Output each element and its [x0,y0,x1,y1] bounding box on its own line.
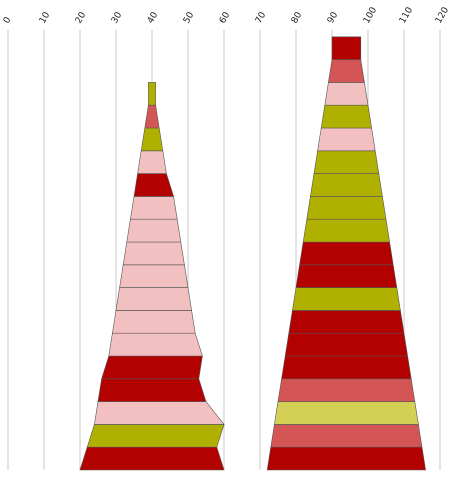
x-tick-label: 80 [290,10,305,25]
pyramid-stacks [79,36,426,471]
stack-2-segment-8 [292,287,401,311]
stack-2-segment-7 [288,310,405,334]
stack-2-segment-13 [310,173,383,197]
stack-1-segment-6 [108,332,203,357]
stack-1-segment-11 [126,218,182,243]
x-tick-label: 100 [362,5,379,25]
stack-1-segment-16 [144,104,160,129]
stack-2-segment-10 [299,241,394,266]
stack-2-segment-16 [320,104,372,129]
stack-1-segment-12 [130,196,178,220]
stack-2-segment-12 [306,196,387,220]
stack-2-segment-15 [317,127,376,152]
stack-1-segment-9 [119,264,189,288]
stack-2-segment-5 [281,355,412,380]
stack-2-segment-6 [284,332,408,357]
stack-1-segment-8 [115,287,192,311]
stack-2-segment-18 [328,59,365,83]
stack-1-segment-13 [133,173,175,197]
stack-1-segment-4 [97,378,207,402]
x-tick-label: 70 [254,10,269,25]
x-tick-label: 50 [182,10,197,25]
x-tick-label: 90 [326,10,341,25]
stack-1-segment-17 [148,82,156,106]
x-axis-tick-labels: 0 10 20 30 40 50 60 70 80 90 100 110 120 [2,5,451,25]
stack-2-segment-2 [270,424,423,448]
x-tick-label: 60 [218,10,233,25]
stack-1-segment-5 [101,355,203,380]
stack-1-segment-1 [79,446,225,471]
stack-1-segment-7 [112,310,196,334]
stack-2-segment-19 [331,36,362,60]
stack-1-segment-14 [137,150,167,174]
stack-1-segment-10 [122,241,185,266]
x-tick-label: 20 [74,10,89,25]
stack-2-segment-3 [274,401,419,425]
stack-1-segment-3 [94,401,225,425]
stack-2-segment-11 [302,218,390,243]
x-tick-label: 120 [434,5,451,25]
pyramid-stack-1 [79,82,225,471]
x-tick-label: 10 [38,10,53,25]
pyramid-stack-2 [266,36,426,471]
stack-2-segment-17 [324,82,369,106]
x-tick-label: 30 [110,10,125,25]
stack-2-segment-4 [277,378,416,402]
x-tick-label: 110 [398,5,415,25]
stack-2-segment-1 [266,446,426,471]
stack-1-segment-2 [86,424,225,448]
stack-2-segment-9 [295,264,398,288]
stack-1-segment-15 [140,127,164,152]
stack-2-segment-14 [313,150,380,174]
x-tick-label: 40 [146,10,161,25]
x-tick-label: 0 [2,15,14,25]
